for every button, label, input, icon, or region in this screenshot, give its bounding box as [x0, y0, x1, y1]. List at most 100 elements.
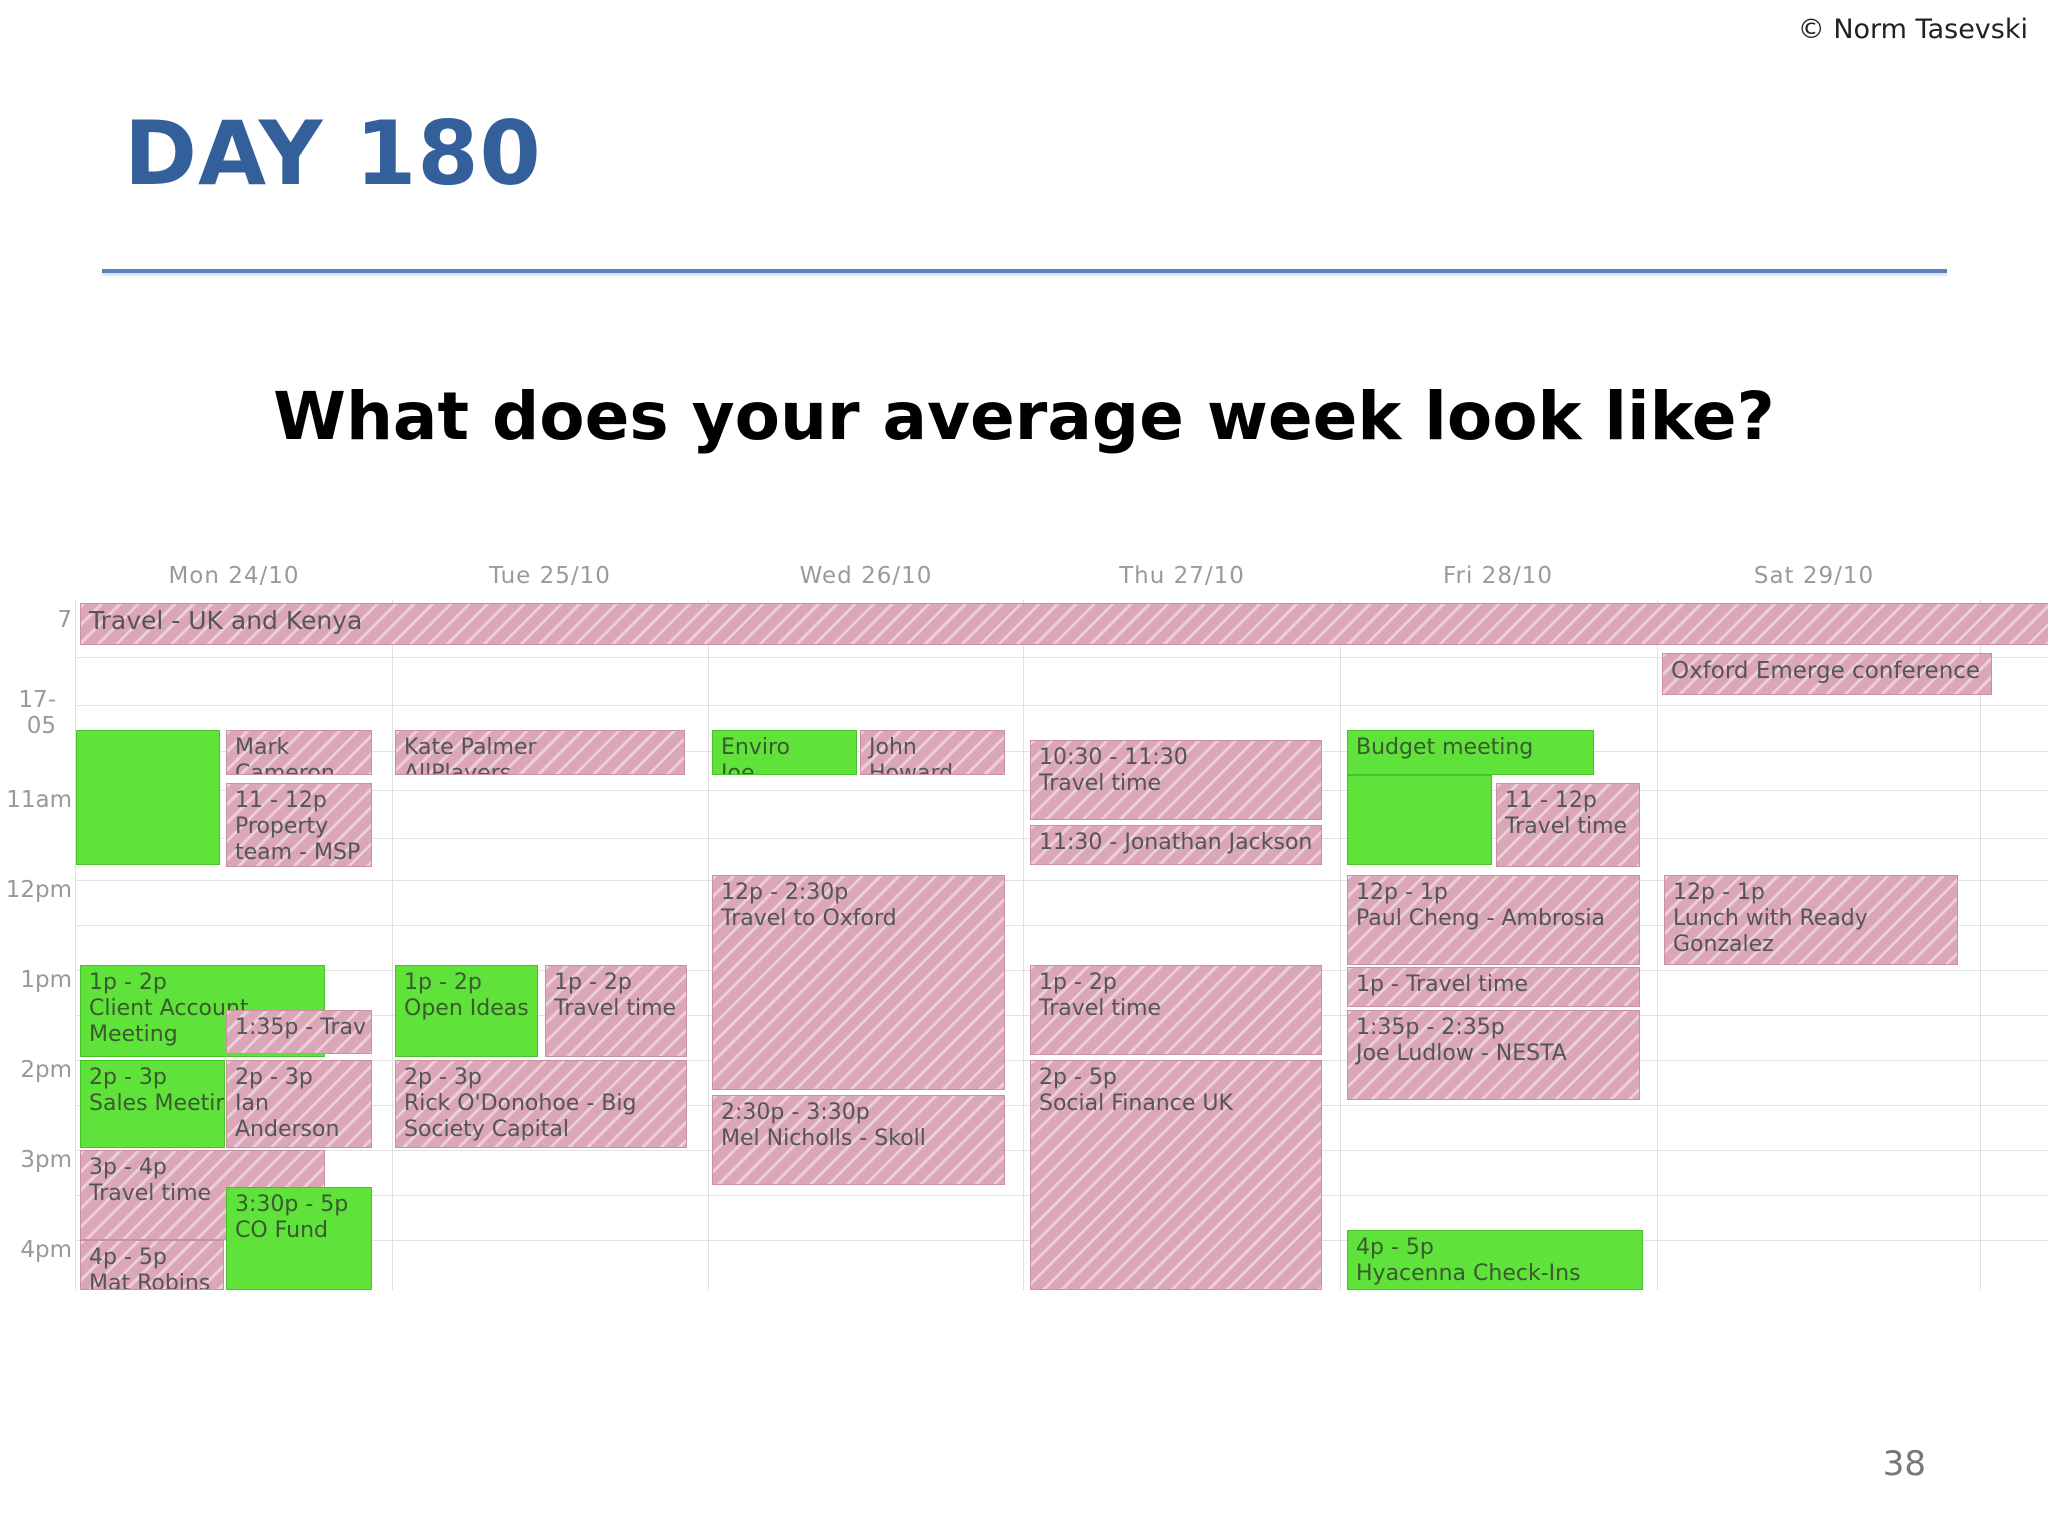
event-title: Open Ideas — [404, 996, 529, 1021]
event-title: Howard — [869, 761, 954, 775]
event-time: Mark — [235, 735, 290, 760]
event-time: 12p - 1p — [1356, 880, 1448, 905]
page-number: 38 — [1882, 1444, 1926, 1484]
event-title: AllPlayers — [404, 761, 512, 775]
event-time: 2p - 3p — [235, 1065, 313, 1090]
event-time: 1p - 2p — [89, 970, 167, 995]
event-thu-jonathan-jackson[interactable]: 11:30 - Jonathan Jackson — [1030, 825, 1322, 865]
event-mon-mark[interactable]: Mark Cameron — [226, 730, 372, 775]
title-divider — [102, 269, 1947, 273]
event-title: CO Fund — [235, 1218, 328, 1243]
event-title: Rick O'Donohoe - Big Society Capital — [404, 1091, 637, 1142]
week-calendar: Mon 24/10 Tue 25/10 Wed 26/10 Thu 27/10 … — [0, 555, 2048, 1290]
event-time: 11:30 - Jonathan Jackson — [1039, 830, 1313, 855]
event-title: Oxford Emerge conference — [1671, 658, 1981, 684]
event-thu-travel-afternoon[interactable]: 1p - 2p Travel time — [1030, 965, 1322, 1055]
event-title: Joe Ludlow - NESTA — [1356, 1041, 1567, 1066]
event-mon-property[interactable]: 11 - 12p Property team - MSP — [226, 783, 372, 867]
event-title: Lunch with Ready Gonzalez — [1673, 906, 1868, 957]
copyright-notice: © Norm Tasevski — [1797, 14, 2028, 45]
event-tue-open-ideas[interactable]: 1p - 2p Open Ideas — [395, 965, 538, 1057]
event-time: 2p - 3p — [404, 1065, 482, 1090]
event-wed-travel-oxford[interactable]: 12p - 2:30p Travel to Oxford — [712, 875, 1005, 1090]
event-mon-mat-robins[interactable]: 4p - 5p Mat Robins — [80, 1240, 224, 1290]
grid-column-line — [1340, 600, 1341, 1290]
event-tue-rick[interactable]: 2p - 3p Rick O'Donohoe - Big Society Cap… — [395, 1060, 687, 1148]
event-title: Travel time — [1039, 996, 1162, 1021]
event-fri-travel-morning[interactable]: 11 - 12p Travel time — [1496, 783, 1640, 867]
grid-column-line — [392, 600, 393, 1290]
event-mon-sales-meeting[interactable]: 2p - 3p Sales Meeting — [80, 1060, 225, 1148]
grid-column-line — [1657, 600, 1658, 1290]
event-sat-lunch[interactable]: 12p - 1p Lunch with Ready Gonzalez — [1664, 875, 1958, 965]
event-mon-ian-anderson[interactable]: 2p - 3p Ian Anderson — [226, 1060, 372, 1148]
event-title: Cameron — [235, 761, 335, 775]
event-time: John — [869, 735, 917, 760]
event-thu-social-finance[interactable]: 2p - 5p Social Finance UK — [1030, 1060, 1322, 1290]
event-time: Enviro — [721, 735, 790, 760]
grid-line — [75, 880, 2048, 881]
time-label: 4pm — [20, 1237, 72, 1263]
event-time: 1p - 2p — [1039, 970, 1117, 995]
event-mon-co-fund[interactable]: 3:30p - 5p CO Fund — [226, 1187, 372, 1290]
event-title: Hyacenna Check-Ins — [1356, 1261, 1581, 1286]
all-day-event-oxford[interactable]: Oxford Emerge conference — [1662, 653, 1992, 695]
event-time: 1p - Travel time — [1356, 972, 1528, 997]
event-time: 4p - 5p — [89, 1245, 167, 1270]
event-title: Client Account Meeting — [89, 996, 249, 1047]
event-time: 1p - 2p — [404, 970, 482, 995]
event-tue-kate-palmer[interactable]: Kate Palmer AllPlayers — [395, 730, 685, 775]
event-title: Travel to Oxford — [721, 906, 897, 931]
event-time: 3p - 4p — [89, 1155, 167, 1180]
event-mon-green-morning[interactable] — [76, 730, 220, 865]
time-label: 3pm — [20, 1147, 72, 1173]
time-label: 1pm — [20, 967, 72, 993]
slide-title: DAY 180 — [124, 102, 542, 205]
event-tue-travel-time[interactable]: 1p - 2p Travel time — [545, 965, 687, 1057]
slide-question: What does your average week look like? — [273, 378, 1775, 455]
grid-column-line — [75, 600, 76, 1290]
day-header-sat: Sat 29/10 — [1753, 563, 1875, 589]
event-thu-travel-morning[interactable]: 10:30 - 11:30 Travel time — [1030, 740, 1322, 820]
grid-column-line — [1023, 600, 1024, 1290]
all-day-event-travel[interactable]: Travel - UK and Kenya — [80, 603, 2048, 645]
day-header-fri: Fri 28/10 — [1443, 563, 1553, 589]
grid-line — [75, 705, 2048, 706]
event-time: Budget meeting — [1356, 735, 1534, 760]
event-fri-budget-meeting[interactable]: Budget meeting — [1347, 730, 1594, 775]
event-mon-client-meeting[interactable]: 1p - 2p Client Account Meeting — [80, 965, 325, 1057]
day-header-thu: Thu 27/10 — [1119, 563, 1245, 589]
event-time: 12p - 1p — [1673, 880, 1765, 905]
event-time: 1:35p - Trav — [235, 1015, 367, 1040]
grid-line — [75, 657, 2048, 658]
event-mon-135-travel[interactable]: 1:35p - Trav — [226, 1010, 372, 1054]
event-time: 2p - 5p — [1039, 1065, 1117, 1090]
event-time: 12p - 2:30p — [721, 880, 849, 905]
event-wed-enviro[interactable]: Enviro Joe — [712, 730, 857, 775]
event-fri-paul-cheng[interactable]: 12p - 1p Paul Cheng - Ambrosia — [1347, 875, 1640, 965]
event-title: Mel Nicholls - Skoll — [721, 1126, 926, 1151]
event-time: 2p - 3p — [89, 1065, 167, 1090]
event-title: Paul Cheng - Ambrosia — [1356, 906, 1606, 931]
event-wed-john-howard[interactable]: John Howard — [860, 730, 1005, 775]
time-label: 2pm — [20, 1057, 72, 1083]
event-fri-hyacenna[interactable]: 4p - 5p Hyacenna Check-Ins — [1347, 1230, 1643, 1290]
event-fri-travel-afternoon[interactable]: 1p - Travel time — [1347, 967, 1640, 1007]
event-wed-mel-nicholls[interactable]: 2:30p - 3:30p Mel Nicholls - Skoll — [712, 1095, 1005, 1185]
event-fri-joe-ludlow[interactable]: 1:35p - 2:35p Joe Ludlow - NESTA — [1347, 1010, 1640, 1100]
event-time: 11 - 12p — [1505, 788, 1597, 813]
event-fri-green-block[interactable] — [1347, 775, 1492, 865]
grid-column-line — [1980, 600, 1981, 1290]
event-title: Sales Meeting — [89, 1091, 224, 1116]
event-time: 1p - 2p — [554, 970, 632, 995]
event-time: Kate Palmer — [404, 735, 537, 760]
event-title: Travel time — [89, 1181, 212, 1206]
time-label: 12pm — [5, 877, 72, 903]
event-title: Mat Robins — [89, 1271, 211, 1290]
day-header-wed: Wed 26/10 — [799, 563, 933, 589]
event-title: Joe — [721, 761, 755, 775]
event-title: Property team - MSP — [235, 814, 361, 865]
event-time: 2:30p - 3:30p — [721, 1100, 870, 1125]
time-label: 17-05 — [18, 687, 56, 739]
event-time: 3:30p - 5p — [235, 1192, 349, 1217]
